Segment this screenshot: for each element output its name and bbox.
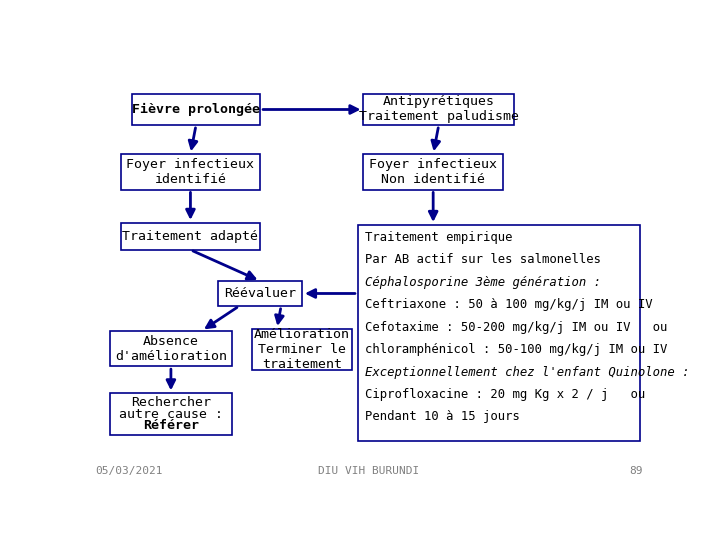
FancyBboxPatch shape	[121, 154, 260, 190]
FancyBboxPatch shape	[121, 223, 260, 250]
Text: Rechercher: Rechercher	[131, 396, 211, 409]
FancyBboxPatch shape	[252, 329, 352, 370]
FancyBboxPatch shape	[132, 94, 260, 125]
FancyBboxPatch shape	[109, 393, 233, 435]
Text: Foyer infectieux
identifié: Foyer infectieux identifié	[127, 158, 254, 186]
FancyBboxPatch shape	[109, 331, 233, 366]
FancyBboxPatch shape	[364, 154, 503, 190]
Text: Antipyrétiques
Traitement paludisme: Antipyrétiques Traitement paludisme	[359, 96, 518, 124]
FancyBboxPatch shape	[358, 225, 639, 441]
Text: Référer: Référer	[143, 420, 199, 433]
Text: Par AB actif sur les salmonelles: Par AB actif sur les salmonelles	[364, 253, 600, 266]
Text: 05/03/2021: 05/03/2021	[96, 465, 163, 476]
Text: 89: 89	[629, 465, 642, 476]
FancyBboxPatch shape	[218, 281, 302, 306]
Text: Amélioration
Terminer le
traitement: Amélioration Terminer le traitement	[254, 328, 350, 371]
Text: Absence
d'amélioration: Absence d'amélioration	[115, 335, 227, 362]
Text: Ciprofloxacine : 20 mg Kg x 2 / j   ou: Ciprofloxacine : 20 mg Kg x 2 / j ou	[364, 388, 645, 401]
Text: Pendant 10 à 15 jours: Pendant 10 à 15 jours	[364, 410, 519, 423]
Text: Céphalosporine 3ème génération :: Céphalosporine 3ème génération :	[364, 276, 600, 289]
Text: Traitement adapté: Traitement adapté	[122, 230, 258, 243]
Text: Exceptionnellement chez l'enfant Quinolone :: Exceptionnellement chez l'enfant Quinolo…	[364, 366, 689, 379]
Text: Fièvre prolongée: Fièvre prolongée	[132, 103, 260, 116]
Text: Foyer infectieux
Non identifié: Foyer infectieux Non identifié	[369, 158, 498, 186]
Text: Traitement empirique: Traitement empirique	[364, 231, 512, 244]
Text: Ceftriaxone : 50 à 100 mg/kg/j IM ou IV: Ceftriaxone : 50 à 100 mg/kg/j IM ou IV	[364, 298, 652, 311]
Text: Réévaluer: Réévaluer	[224, 287, 296, 300]
FancyBboxPatch shape	[364, 94, 514, 125]
Text: DIU VIH BURUNDI: DIU VIH BURUNDI	[318, 465, 420, 476]
Text: Cefotaxime : 50-200 mg/kg/j IM ou IV   ou: Cefotaxime : 50-200 mg/kg/j IM ou IV ou	[364, 321, 667, 334]
Text: chloramphénicol : 50-100 mg/kg/j IM ou IV: chloramphénicol : 50-100 mg/kg/j IM ou I…	[364, 343, 667, 356]
Text: autre cause :: autre cause :	[119, 408, 223, 421]
